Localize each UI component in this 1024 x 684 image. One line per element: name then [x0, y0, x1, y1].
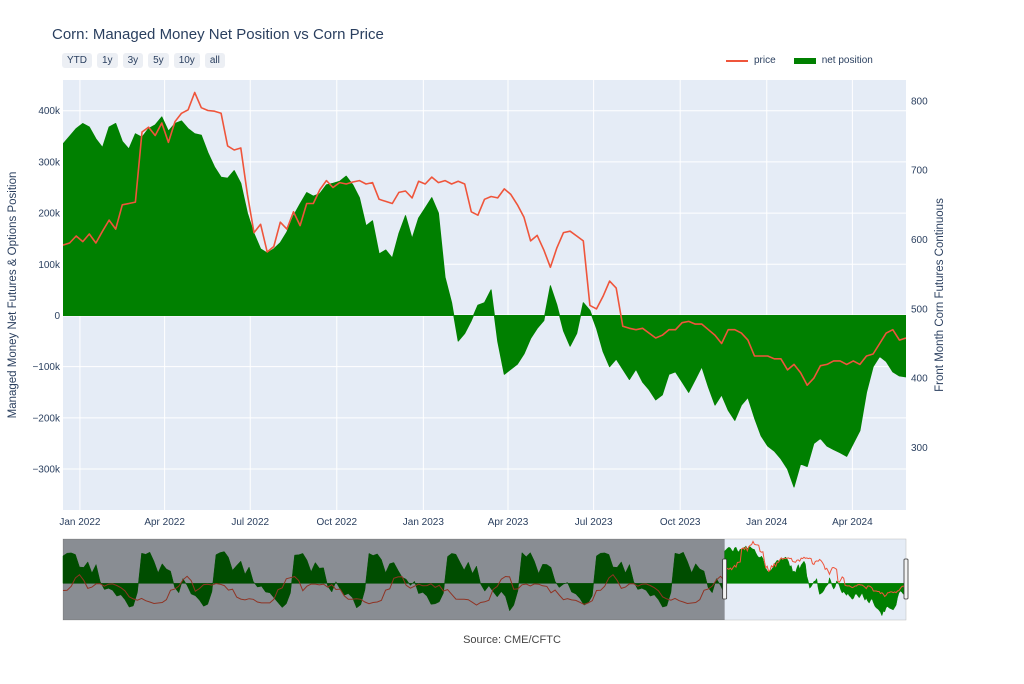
- range-selector: YTD 1y 3y 5y 10y all: [62, 53, 225, 68]
- y-left-tick-label: 100k: [38, 260, 61, 271]
- range-slider-price-history: [62, 573, 725, 606]
- y-right-tick-label: 400: [911, 374, 928, 385]
- x-tick-label: Oct 2022: [316, 517, 357, 528]
- range-slider-net: [724, 545, 907, 617]
- legend-label-net-position: net position: [821, 55, 873, 66]
- y-right-tick-label: 800: [911, 96, 928, 107]
- x-tick-label: Apr 2024: [832, 517, 873, 528]
- x-tick-label: Oct 2023: [660, 517, 701, 528]
- range-slider-mask: [63, 539, 725, 620]
- x-tick-label: Jul 2023: [575, 517, 613, 528]
- x-tick-label: Jan 2023: [403, 517, 445, 528]
- range-button-1y[interactable]: 1y: [97, 53, 118, 68]
- y-left-tick-label: 200k: [38, 209, 61, 220]
- source-note: Source: CME/CFTC: [463, 634, 561, 646]
- y-left-tick-label: −100k: [32, 362, 61, 373]
- y-left-tick-label: 400k: [38, 106, 61, 117]
- x-tick-label: Jan 2024: [746, 517, 788, 528]
- range-button-all[interactable]: all: [204, 53, 225, 68]
- series-group: [63, 91, 906, 488]
- net-position-area: [63, 116, 906, 488]
- range-slider-net-history: [62, 551, 725, 612]
- legend-swatch-price: [726, 59, 748, 62]
- range-button-5y[interactable]: 5y: [148, 53, 169, 68]
- y-left-tick-label: −200k: [32, 413, 61, 424]
- range-slider-price: [724, 540, 907, 598]
- range-button-3y[interactable]: 3y: [122, 53, 144, 68]
- y-left-tick-label: −300k: [32, 465, 61, 476]
- y-right-tick-label: 300: [911, 443, 928, 454]
- range-slider-series: [62, 540, 907, 617]
- y-right-tick-label: 600: [911, 235, 928, 246]
- y-right-tick-label: 700: [911, 166, 928, 177]
- x-tick-label: Apr 2023: [488, 517, 529, 528]
- legend-item-net-position[interactable]: net position: [793, 55, 873, 66]
- chart-title: Corn: Managed Money Net Position vs Corn…: [52, 26, 384, 43]
- y-right-tick-label: 500: [911, 304, 928, 315]
- x-tick-label: Jul 2022: [231, 517, 269, 528]
- legend-item-price[interactable]: price: [726, 55, 776, 66]
- range-slider-handle-left[interactable]: [722, 558, 728, 600]
- y-left-tick-label: 300k: [38, 157, 61, 168]
- x-tick-label: Apr 2022: [144, 517, 185, 528]
- range-button-ytd[interactable]: YTD: [62, 53, 92, 68]
- legend-swatch-net-position: [793, 57, 816, 64]
- legend-label-price: price: [754, 55, 776, 66]
- range-button-10y[interactable]: 10y: [173, 53, 200, 68]
- y-left-tick-label: 0: [54, 311, 60, 322]
- x-tick-label: Jan 2022: [59, 517, 101, 528]
- range-slider-handle-right[interactable]: [903, 558, 909, 600]
- y-right-axis-title: Front Month Corn Futures Continuous: [934, 198, 946, 392]
- y-left-axis-title: Managed Money Net Futures & Options Posi…: [7, 172, 19, 419]
- legend: price net position: [726, 55, 891, 66]
